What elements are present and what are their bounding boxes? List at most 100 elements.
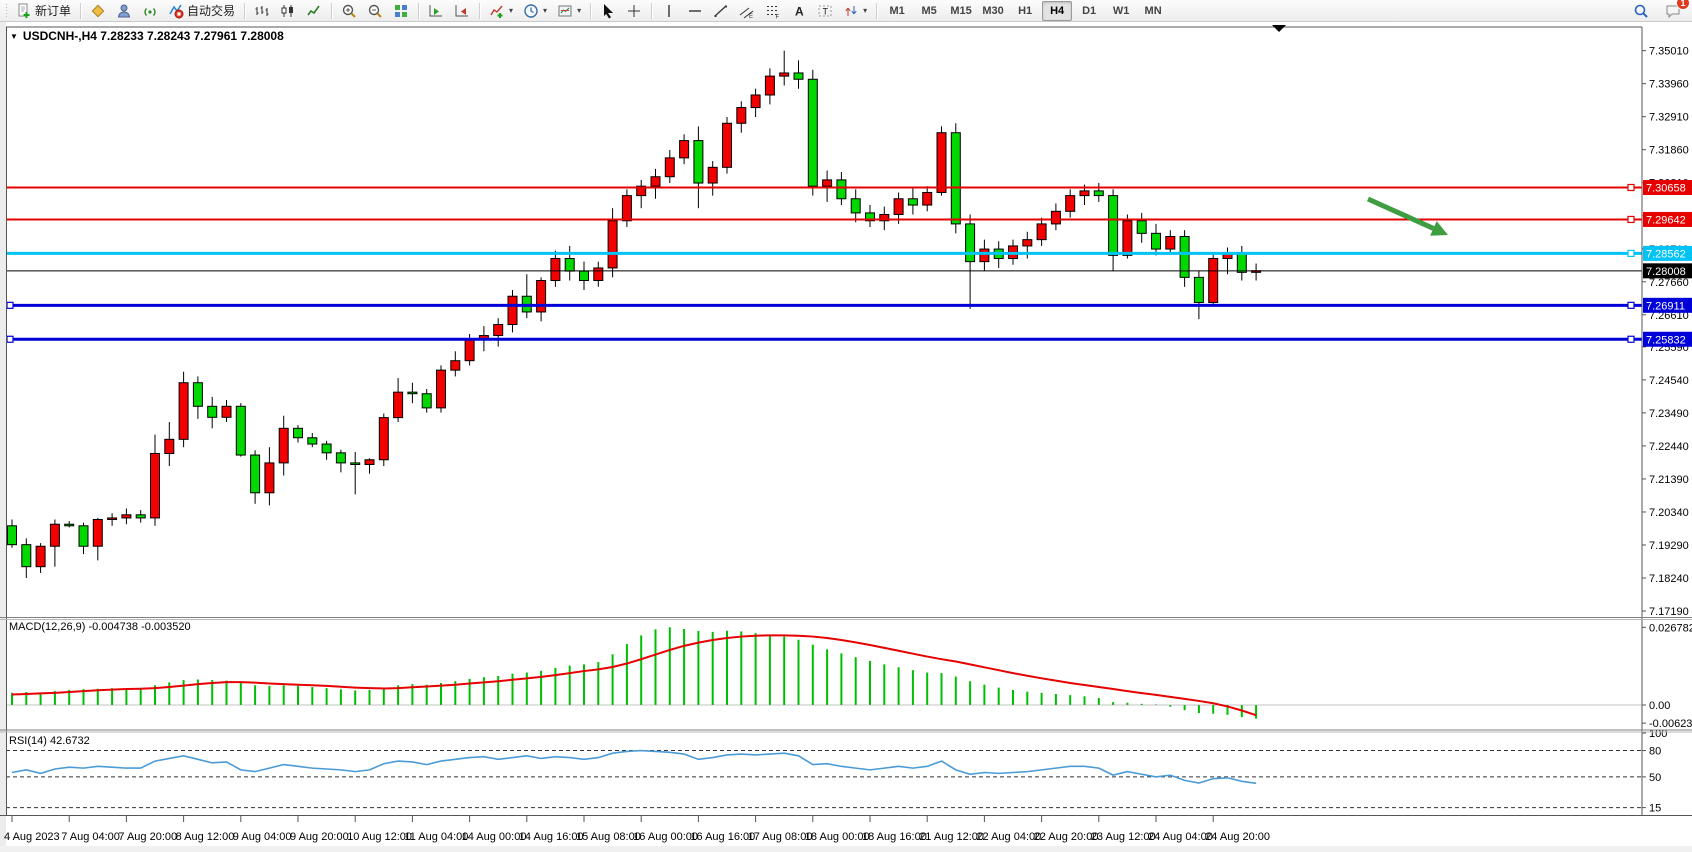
candle — [250, 450, 261, 504]
label-tool-button[interactable]: T — [813, 0, 837, 22]
chart-shift-button[interactable] — [450, 0, 474, 22]
timeframe-m1-button[interactable]: M1 — [889, 4, 905, 17]
channel-icon: E — [739, 7, 754, 19]
candle — [64, 521, 75, 528]
timeframe-m30-button[interactable]: M30 — [982, 4, 1004, 17]
chart-canvas[interactable]: 7.350107.339607.329107.318607.308107.297… — [0, 22, 1692, 852]
price-tick-label: 7.33960 — [1649, 79, 1689, 91]
crosshair-tool-button[interactable] — [622, 0, 646, 22]
arrows-tool-button[interactable]: ▾ — [839, 0, 871, 22]
candlestick-mode-button[interactable] — [276, 0, 300, 22]
candle — [679, 134, 690, 165]
candle — [850, 189, 861, 223]
time-tick-label: 7 Aug 20:00 — [118, 831, 177, 843]
chevron-down-icon: ▾ — [543, 6, 548, 15]
fibonacci-tool-button[interactable]: F — [761, 0, 785, 22]
candle — [507, 289, 518, 333]
timeframe-h1-button[interactable]: H1 — [1018, 4, 1033, 17]
auto-scroll-button[interactable] — [424, 0, 448, 22]
line-chart-mode-button[interactable] — [302, 0, 326, 22]
scroll-to-end-marker[interactable] — [1272, 25, 1286, 32]
price-tick-label: 7.22440 — [1649, 441, 1689, 453]
candle — [135, 510, 146, 523]
arrows-icon — [845, 5, 857, 16]
new-order-button[interactable]: 新订单 — [12, 0, 75, 22]
templates-button[interactable]: ▾ — [553, 0, 585, 22]
notifications-button[interactable]: 1 — [1661, 0, 1689, 22]
timeframe-h4-button[interactable]: H4 — [1042, 0, 1073, 21]
candle — [621, 189, 632, 228]
textA-icon: A — [795, 4, 804, 18]
auto-trading-button[interactable]: 自动交易 — [164, 0, 239, 22]
macd-tick-label: -0.006239 — [1649, 718, 1692, 730]
candle — [150, 434, 160, 526]
hline-7.30658[interactable] — [6, 183, 1642, 192]
vertical-line-tool-button[interactable] — [657, 0, 681, 22]
text-tool-button[interactable]: A — [787, 0, 811, 22]
macd-signal-line — [11, 634, 1257, 717]
timeframe-m5-button[interactable]: M5 — [921, 4, 937, 17]
svg-text:7.28562: 7.28562 — [1646, 248, 1686, 260]
timeframe-m15-button[interactable]: M15 — [950, 4, 972, 17]
cursor-tool-button[interactable] — [596, 0, 620, 22]
zoom-in-button[interactable] — [337, 0, 361, 22]
symbol-dropdown-icon[interactable]: ▼ — [10, 31, 18, 41]
time-tick-label: 16 Aug 16:00 — [690, 831, 755, 843]
trend-arrow-annotation[interactable] — [1366, 196, 1448, 236]
macd-tick-label: 0.00 — [1649, 700, 1670, 712]
hline-7.26911[interactable] — [6, 301, 1642, 309]
zoom-out-icon — [368, 4, 382, 18]
horizontal-line-tool-button[interactable] — [683, 0, 707, 22]
trend-icon — [714, 5, 728, 17]
auto-trading-label: 自动交易 — [187, 4, 236, 18]
rsi-panel: 100 80 50 15 — [6, 728, 1667, 815]
candle — [822, 170, 833, 202]
hline-7.25832[interactable] — [6, 335, 1642, 343]
signal-icon — [144, 7, 156, 16]
candle — [536, 277, 547, 322]
tile-windows-button[interactable] — [389, 0, 413, 22]
bar-chart-mode-button[interactable] — [250, 0, 274, 22]
linechart-icon — [307, 5, 320, 15]
candle — [178, 371, 189, 448]
candle — [364, 458, 375, 474]
candle — [750, 88, 761, 117]
candle — [1065, 189, 1076, 218]
svg-text:7.26911: 7.26911 — [1646, 300, 1685, 312]
autotrade-icon — [169, 4, 184, 18]
time-tick-label: 22 Aug 20:00 — [1034, 831, 1099, 843]
candle — [121, 508, 132, 525]
candle — [779, 50, 790, 86]
signals-button[interactable] — [138, 0, 162, 22]
price-tick-label: 7.32910 — [1649, 112, 1689, 124]
toolbar-drag-handle — [5, 2, 9, 19]
chart-wizard-button[interactable] — [86, 0, 110, 22]
time-tick-label: 9 Aug 04:00 — [233, 831, 292, 843]
hline-7.28562[interactable] — [6, 249, 1642, 258]
timeframe-mn-button[interactable]: MN — [1144, 4, 1162, 17]
candle — [278, 415, 289, 476]
candle — [579, 261, 589, 290]
candle — [235, 403, 246, 457]
price-tick-label: 7.35010 — [1649, 46, 1689, 58]
candle — [49, 519, 60, 567]
candle — [493, 318, 504, 347]
candle — [378, 413, 389, 467]
fibo-icon: F — [767, 5, 780, 19]
candle — [550, 250, 561, 287]
zoom-out-button[interactable] — [363, 0, 387, 22]
chart-title[interactable]: ▼ USDCNH-,H4 7.28233 7.28243 7.27961 7.2… — [10, 29, 284, 43]
indicators-list-button[interactable]: ▾ — [485, 0, 517, 22]
channel-tool-button[interactable]: E — [735, 0, 759, 22]
bars-icon — [255, 5, 269, 16]
timeframe-w1-button[interactable]: W1 — [1112, 4, 1130, 17]
time-tick-label: 17 Aug 08:00 — [748, 831, 813, 843]
profiles-button[interactable] — [112, 0, 136, 22]
periods-button[interactable]: ▾ — [519, 0, 551, 22]
trendline-tool-button[interactable] — [709, 0, 733, 22]
candle — [321, 440, 332, 460]
hline-7.29642[interactable] — [6, 215, 1642, 224]
search-button[interactable] — [1629, 0, 1653, 22]
timeframe-d1-button[interactable]: D1 — [1082, 4, 1097, 17]
hline-icon — [689, 9, 702, 12]
